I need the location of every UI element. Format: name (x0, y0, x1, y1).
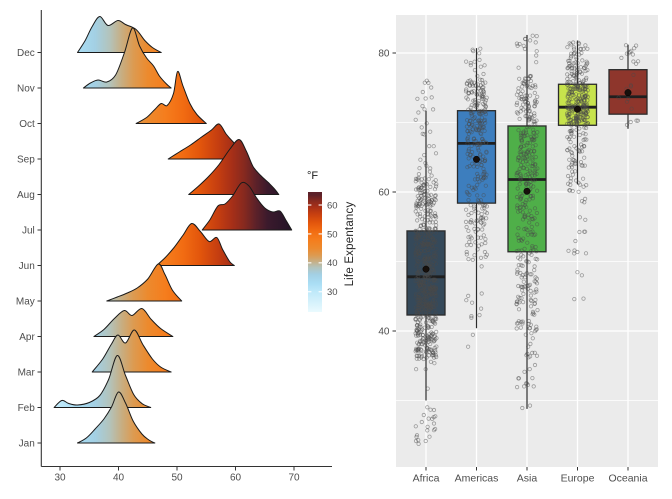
x-category-label-Asia: Asia (517, 473, 538, 485)
ridge-Jun (156, 222, 235, 266)
x-tick-label-50: 50 (171, 473, 183, 484)
legend-tick-label-50: 50 (327, 229, 338, 240)
month-label-Sep: Sep (17, 154, 35, 165)
ridge-May (106, 263, 183, 302)
month-label-Nov: Nov (17, 83, 35, 94)
ridge-Mar (91, 329, 172, 373)
ridge-Feb (53, 355, 152, 408)
mean-dot-Africa (422, 265, 430, 273)
month-label-Feb: Feb (18, 403, 36, 414)
mean-dot-Americas (473, 155, 480, 163)
boxplot-group-Asia (507, 33, 547, 411)
legend-title-degF: °F (307, 170, 319, 182)
ridge-Jul (201, 181, 293, 231)
jitter-points-Americas (463, 46, 489, 349)
ridge-Apr (93, 307, 174, 337)
ridgeline-axes: 30 40 50 60 70 Jan Feb Mar Apr May Jun Jul Aug Sep Oct… (16, 10, 332, 484)
x-tick-label-60: 60 (230, 473, 242, 484)
x-category-label-Oceania: Oceania (608, 473, 647, 485)
x-category-label-Americas: Americas (455, 473, 499, 485)
boxplot-axes: 40 60 80 Africa Americas Asia Europe Oceania (378, 48, 647, 484)
y-tick-label-80: 80 (378, 48, 390, 59)
month-label-Mar: Mar (18, 367, 36, 378)
jitter-points-Europe (564, 40, 590, 302)
jitter-points-Africa (413, 78, 439, 446)
month-label-Jan: Jan (19, 438, 35, 449)
month-label-Jun: Jun (19, 261, 35, 272)
month-label-Apr: Apr (19, 332, 35, 343)
month-label-May: May (16, 296, 35, 307)
temperature-legend: 60 50 40 30 (308, 192, 338, 312)
month-label-Dec: Dec (17, 48, 35, 59)
month-label-Aug: Aug (17, 190, 35, 201)
boxplot-group-Africa (406, 78, 446, 446)
ridge-Dec (77, 16, 162, 53)
ridgeline-chart-svg: 30 40 50 60 70 Jan Feb Mar Apr May Jun Jul Aug Sep Oct… (16, 10, 338, 484)
legend-tick-label-60: 60 (327, 200, 338, 211)
ridge-Aug (188, 139, 280, 195)
month-label-Oct: Oct (19, 119, 35, 130)
legend-tick-label-40: 40 (327, 258, 338, 269)
x-tick-label-40: 40 (113, 473, 125, 484)
x-tick-label-70: 70 (288, 473, 300, 484)
x-tick-label-30: 30 (54, 473, 66, 484)
boxplot-group-Europe (557, 40, 598, 302)
jitter-points-Oceania (616, 43, 641, 128)
boxplot-chart-svg: 40 60 80 Africa Americas Asia Europe Oceania (378, 15, 658, 485)
boxplot-group-Americas (456, 46, 497, 349)
mean-dot-Europe (574, 105, 581, 113)
month-label-Jul: Jul (22, 225, 35, 236)
y-tick-label-40: 40 (378, 326, 390, 337)
ridge-Jan (77, 391, 156, 444)
legend-tick-label-30: 30 (327, 287, 338, 298)
y-axis-title: Life Expentancy (344, 201, 356, 287)
mean-dot-Oceania (624, 89, 632, 97)
y-tick-label-60: 60 (378, 187, 390, 198)
boxplot-group-Oceania (608, 43, 648, 129)
ridge-Nov (82, 27, 172, 89)
ridges (53, 16, 293, 444)
legend-colorbar (308, 192, 322, 312)
mean-dot-Asia (523, 187, 531, 195)
x-category-label-Africa: Africa (413, 473, 440, 485)
jitter-points-Asia (514, 33, 540, 411)
x-category-label-Europe: Europe (561, 473, 595, 485)
ridge-Oct (135, 70, 207, 124)
